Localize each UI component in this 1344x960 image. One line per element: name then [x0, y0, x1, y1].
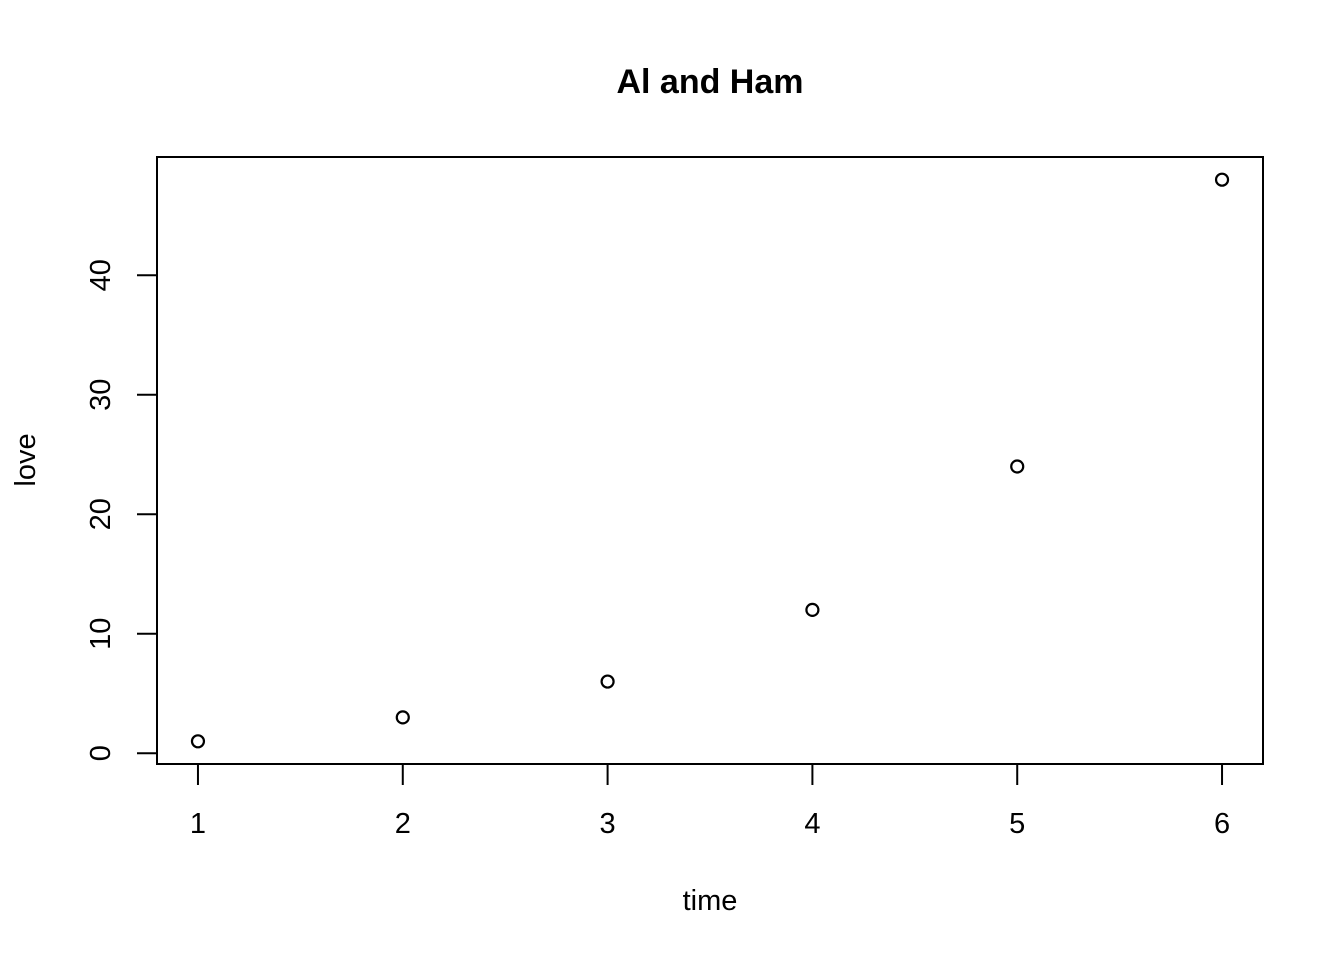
data-point	[1214, 172, 1230, 187]
data-point	[805, 602, 820, 617]
x-axis: 1 2 3 4 5 6	[190, 764, 1230, 840]
y-tick-label: 10	[85, 618, 117, 650]
plot-area-frame	[156, 156, 1264, 765]
data-points	[190, 172, 1230, 749]
x-tick-label: 3	[600, 808, 616, 840]
y-axis: 0 10 20 30 40	[85, 259, 157, 761]
data-point	[1010, 459, 1025, 474]
y-tick-label: 30	[85, 379, 117, 411]
chart-title: Al and Ham	[616, 63, 803, 101]
y-tick-label: 0	[85, 745, 117, 761]
data-point	[600, 674, 615, 689]
x-tick-label: 6	[1214, 808, 1230, 840]
x-tick-label: 4	[804, 808, 820, 840]
x-tick-label: 2	[395, 808, 411, 840]
x-tick-label: 5	[1009, 808, 1025, 840]
y-tick-label: 40	[85, 259, 117, 291]
x-tick-label: 1	[190, 808, 206, 840]
data-point	[395, 710, 410, 725]
y-tick-label: 20	[85, 498, 117, 530]
data-point	[190, 734, 206, 749]
y-axis-label: love	[10, 433, 42, 486]
x-axis-label: time	[683, 885, 738, 917]
